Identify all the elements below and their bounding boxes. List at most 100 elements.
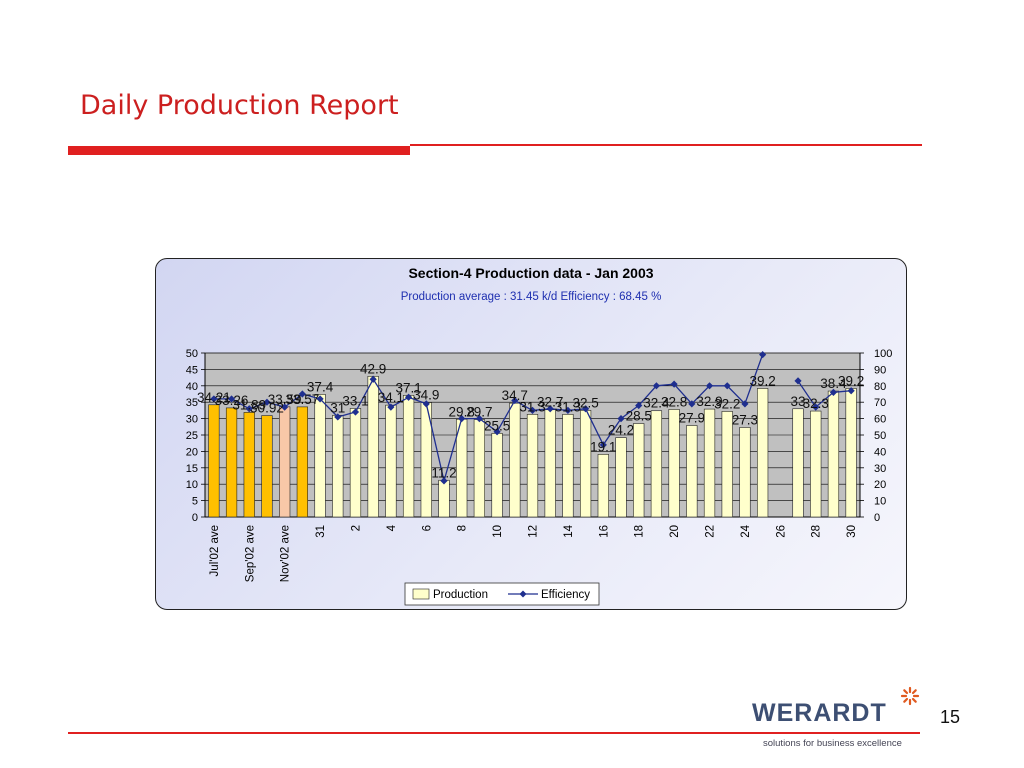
y-tick-label: 10	[186, 479, 198, 491]
production-data-label: 30.92	[250, 401, 284, 416]
production-data-label: 34.1	[378, 390, 404, 405]
y2-tick-label: 100	[874, 348, 892, 360]
efficiency-marker	[298, 390, 306, 398]
efficiency-marker	[546, 405, 554, 413]
efficiency-marker	[582, 405, 590, 413]
production-data-label: 33.26	[215, 393, 249, 408]
production-bar	[279, 406, 291, 518]
production-bar	[845, 388, 857, 518]
production-bar	[597, 454, 609, 518]
y-tick-label: 50	[186, 348, 198, 360]
production-data-label: 31	[330, 400, 345, 415]
production-bar	[668, 409, 680, 518]
efficiency-marker	[599, 441, 607, 449]
production-data-label: 38.4	[820, 376, 847, 391]
efficiency-marker	[245, 405, 253, 413]
x-tick-label: 20	[669, 525, 681, 538]
production-bar	[686, 425, 698, 518]
y-tick-label: 45	[186, 364, 198, 376]
production-data-label: 32.8	[661, 394, 687, 409]
production-bar	[473, 419, 486, 518]
x-tick-label: 28	[811, 525, 823, 538]
efficiency-marker	[829, 388, 838, 396]
y2-tick-label: 30	[874, 463, 886, 475]
production-data-label: 24.2	[608, 423, 634, 438]
efficiency-marker	[635, 401, 643, 410]
efficiency-marker	[334, 413, 342, 421]
production-data-label: 42.9	[360, 361, 386, 376]
y2-tick-label: 0	[874, 512, 880, 524]
y2-tick-label: 50	[874, 430, 886, 442]
y2-tick-label: 20	[874, 479, 886, 491]
x-tick-label: 12	[528, 525, 540, 538]
production-bar	[703, 408, 716, 518]
production-bar	[243, 412, 255, 518]
production-data-label: 34.21	[197, 390, 231, 405]
y2-tick-label: 70	[874, 397, 886, 409]
production-data-label: 32.9	[696, 394, 722, 409]
production-bar	[757, 388, 769, 518]
production-data-label: 31.3	[555, 399, 581, 414]
production-data-label: 33.59	[268, 392, 302, 407]
y-tick-label: 30	[186, 414, 198, 426]
efficiency-marker	[422, 400, 430, 408]
production-bar	[491, 433, 503, 518]
production-data-label: 19.1	[590, 439, 616, 454]
x-tick-label: Jul'02 ave	[209, 525, 221, 576]
production-data-label: 33	[791, 394, 806, 409]
production-data-label: 11.2	[431, 465, 456, 480]
production-bar	[526, 414, 539, 518]
production-bar	[633, 423, 645, 518]
x-tick-label: 31	[315, 525, 327, 538]
efficiency-marker	[617, 415, 625, 423]
efficiency-marker	[705, 382, 714, 390]
production-bar	[579, 410, 592, 518]
production-bar	[208, 404, 220, 518]
production-data-label: 27.3	[732, 412, 758, 427]
footer-rule	[68, 732, 920, 734]
production-bar	[296, 406, 308, 518]
production-data-label: 32.7	[537, 395, 563, 410]
production-bar	[544, 409, 556, 518]
title-rule-thin	[410, 144, 922, 146]
efficiency-marker	[652, 382, 661, 390]
x-tick-label: 2	[350, 525, 362, 531]
production-bar	[261, 415, 273, 518]
production-data-label: 32.5	[572, 395, 598, 410]
legend-label-production: Production	[433, 589, 488, 601]
x-tick-label: 16	[598, 525, 610, 538]
production-bar	[402, 395, 415, 518]
y2-tick-label: 40	[874, 446, 886, 458]
production-data-label: 32.3	[803, 396, 829, 411]
company-logo: WERARDT	[752, 699, 887, 727]
x-tick-label: 24	[740, 524, 752, 537]
efficiency-marker	[794, 377, 802, 385]
production-data-label: 29.8	[449, 404, 475, 419]
efficiency-marker	[723, 382, 731, 390]
efficiency-marker	[281, 403, 289, 411]
y-tick-label: 15	[186, 463, 198, 475]
y2-tick-label: 90	[874, 364, 886, 376]
x-tick-label: Sep'02 ave	[244, 525, 256, 582]
x-tick-label: 10	[492, 525, 504, 538]
production-data-label: 39.2	[838, 373, 864, 388]
production-data-label: 34.9	[413, 388, 439, 403]
title-rule-thick	[68, 146, 410, 155]
company-tagline: solutions for business excellence	[763, 738, 902, 749]
y-tick-label: 20	[186, 446, 198, 458]
production-bar	[792, 408, 804, 518]
x-tick-label: 6	[421, 525, 433, 531]
production-data-label: 27.9	[679, 410, 705, 425]
legend-marker-efficiency	[519, 590, 527, 598]
y-tick-label: 5	[192, 496, 198, 508]
production-data-label: 33.1	[342, 393, 368, 408]
efficiency-marker	[316, 395, 324, 403]
production-bar	[739, 427, 751, 518]
production-data-label: 29.7	[466, 405, 492, 420]
production-bar	[721, 411, 733, 518]
y-tick-label: 40	[186, 381, 198, 393]
y2-tick-label: 80	[874, 381, 886, 393]
efficiency-marker	[511, 396, 519, 405]
production-data-label: 33.57	[285, 392, 319, 407]
production-data-label: 37.4	[307, 379, 334, 394]
